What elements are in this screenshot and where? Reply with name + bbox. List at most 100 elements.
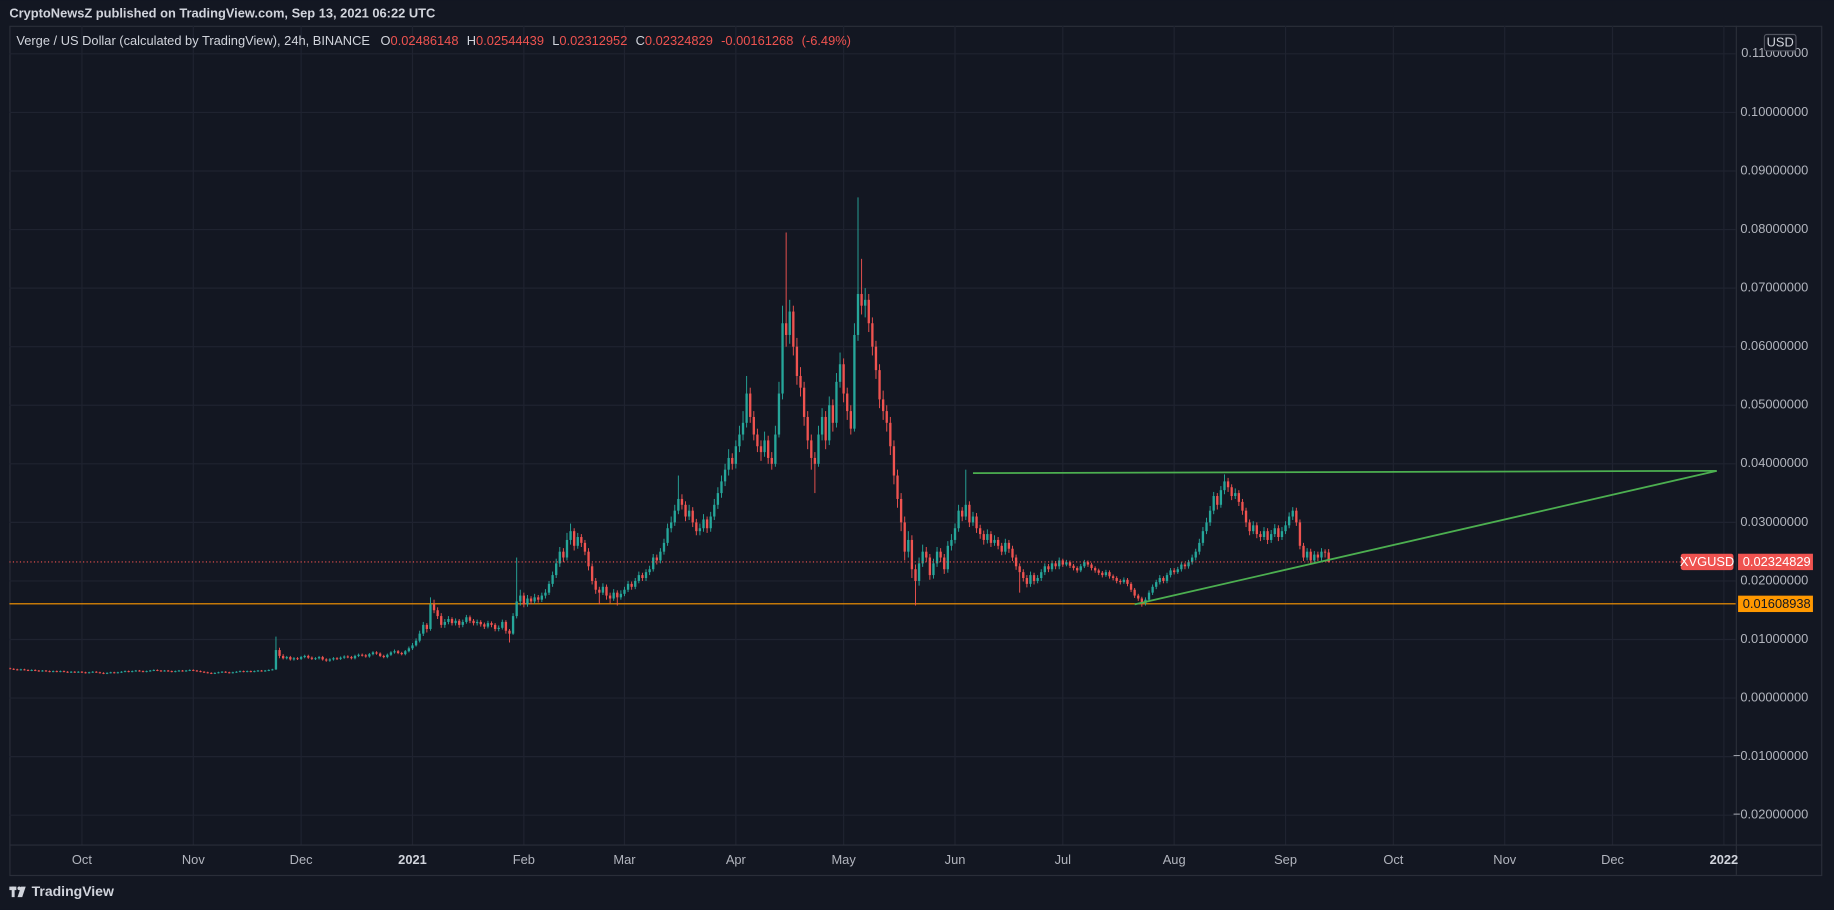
currency-box — [1763, 33, 1797, 52]
candle-body — [601, 586, 605, 593]
candle-body — [220, 671, 224, 673]
candle-body — [55, 671, 58, 673]
candle-body — [281, 655, 285, 659]
candle-body — [9, 668, 12, 670]
candle-body — [925, 551, 928, 558]
candle-body — [260, 670, 263, 672]
ohlc-label: O — [381, 34, 391, 49]
candle-body — [1111, 576, 1115, 579]
candle-body — [34, 669, 37, 671]
y-tick-label: 0.09000000 — [1740, 162, 1808, 177]
y-tick-label: 0.02000000 — [1740, 572, 1808, 587]
candle-body — [1147, 592, 1151, 600]
candle-body — [864, 299, 867, 306]
candle-body — [483, 624, 486, 627]
candle-body — [371, 652, 375, 655]
candle-body — [1280, 531, 1284, 538]
x-tick-label: Feb — [513, 852, 535, 867]
candle-body — [917, 563, 921, 581]
candle-body — [1137, 595, 1140, 599]
candle-body — [149, 670, 152, 672]
candle-body — [716, 493, 720, 505]
candle-body — [389, 652, 393, 655]
candle-body — [1097, 570, 1100, 573]
candle-body — [928, 557, 932, 576]
logo-part — [11, 886, 15, 898]
y-tick-label: 0.03000000 — [1740, 514, 1808, 529]
candle-body — [418, 633, 421, 641]
candle-body — [332, 658, 335, 660]
candle-body — [307, 655, 310, 658]
candle-body — [745, 393, 748, 423]
y-tick-label: 0.05000000 — [1740, 397, 1808, 412]
candle-body — [1270, 534, 1273, 540]
candle-body — [713, 504, 716, 517]
x-tick-label: 2021 — [398, 852, 427, 867]
candle-body — [921, 551, 924, 564]
candle-body — [813, 457, 817, 464]
candle-body — [138, 670, 141, 672]
candle-body — [860, 293, 863, 306]
candle-body — [799, 375, 802, 388]
candle-body — [131, 671, 134, 673]
candle-body — [256, 670, 260, 672]
candle-body — [519, 595, 522, 602]
candle-body — [1273, 528, 1276, 535]
candle-body — [1320, 551, 1323, 558]
y-tick-label: 0.08000000 — [1740, 221, 1808, 236]
candle-body — [749, 393, 752, 417]
candle-body — [630, 583, 633, 587]
candle-body — [1065, 562, 1068, 565]
candle-body — [1140, 598, 1144, 604]
candle-body — [195, 670, 199, 672]
candle-body — [978, 528, 982, 535]
logo-part — [17, 886, 26, 898]
candle-body — [1043, 566, 1047, 573]
candle-body — [1173, 570, 1176, 573]
candle-body — [1287, 516, 1291, 526]
candle-body — [993, 539, 996, 543]
candle-body — [1050, 563, 1054, 570]
candle-body — [37, 670, 40, 672]
candle-body — [458, 620, 461, 625]
candle-body — [1090, 564, 1093, 569]
candle-body — [213, 672, 217, 674]
candle-body — [271, 669, 274, 671]
candle-body — [838, 364, 842, 382]
candle-body — [1086, 562, 1090, 565]
candle-body — [971, 516, 975, 523]
candle-body — [105, 672, 109, 674]
candle-body — [461, 621, 464, 625]
candle-body — [784, 323, 788, 335]
candle-body — [73, 671, 76, 673]
candle-body — [91, 671, 94, 673]
candle-body — [1176, 569, 1179, 573]
candle-body — [66, 671, 69, 673]
candle-body — [497, 627, 500, 629]
candle-body — [166, 670, 170, 672]
candle-body — [1068, 562, 1072, 566]
candle-body — [357, 654, 360, 656]
candle-body — [353, 655, 357, 659]
candle-body — [152, 669, 155, 671]
candle-body — [569, 531, 572, 540]
candle-body — [1237, 493, 1241, 502]
candle-body — [274, 650, 278, 670]
candle-body — [824, 416, 827, 441]
candle-body — [465, 617, 468, 622]
candle-body — [429, 604, 432, 629]
candle-body — [80, 671, 84, 673]
candle-body — [1083, 562, 1086, 567]
candle-body — [177, 670, 181, 672]
candle-body — [1277, 528, 1280, 538]
candle-body — [587, 551, 590, 567]
candle-body — [889, 422, 892, 447]
candle-body — [1219, 490, 1223, 505]
candle-body — [184, 670, 188, 672]
candle-body — [511, 616, 515, 634]
candle-body — [1122, 579, 1126, 583]
candle-body — [1169, 570, 1172, 576]
